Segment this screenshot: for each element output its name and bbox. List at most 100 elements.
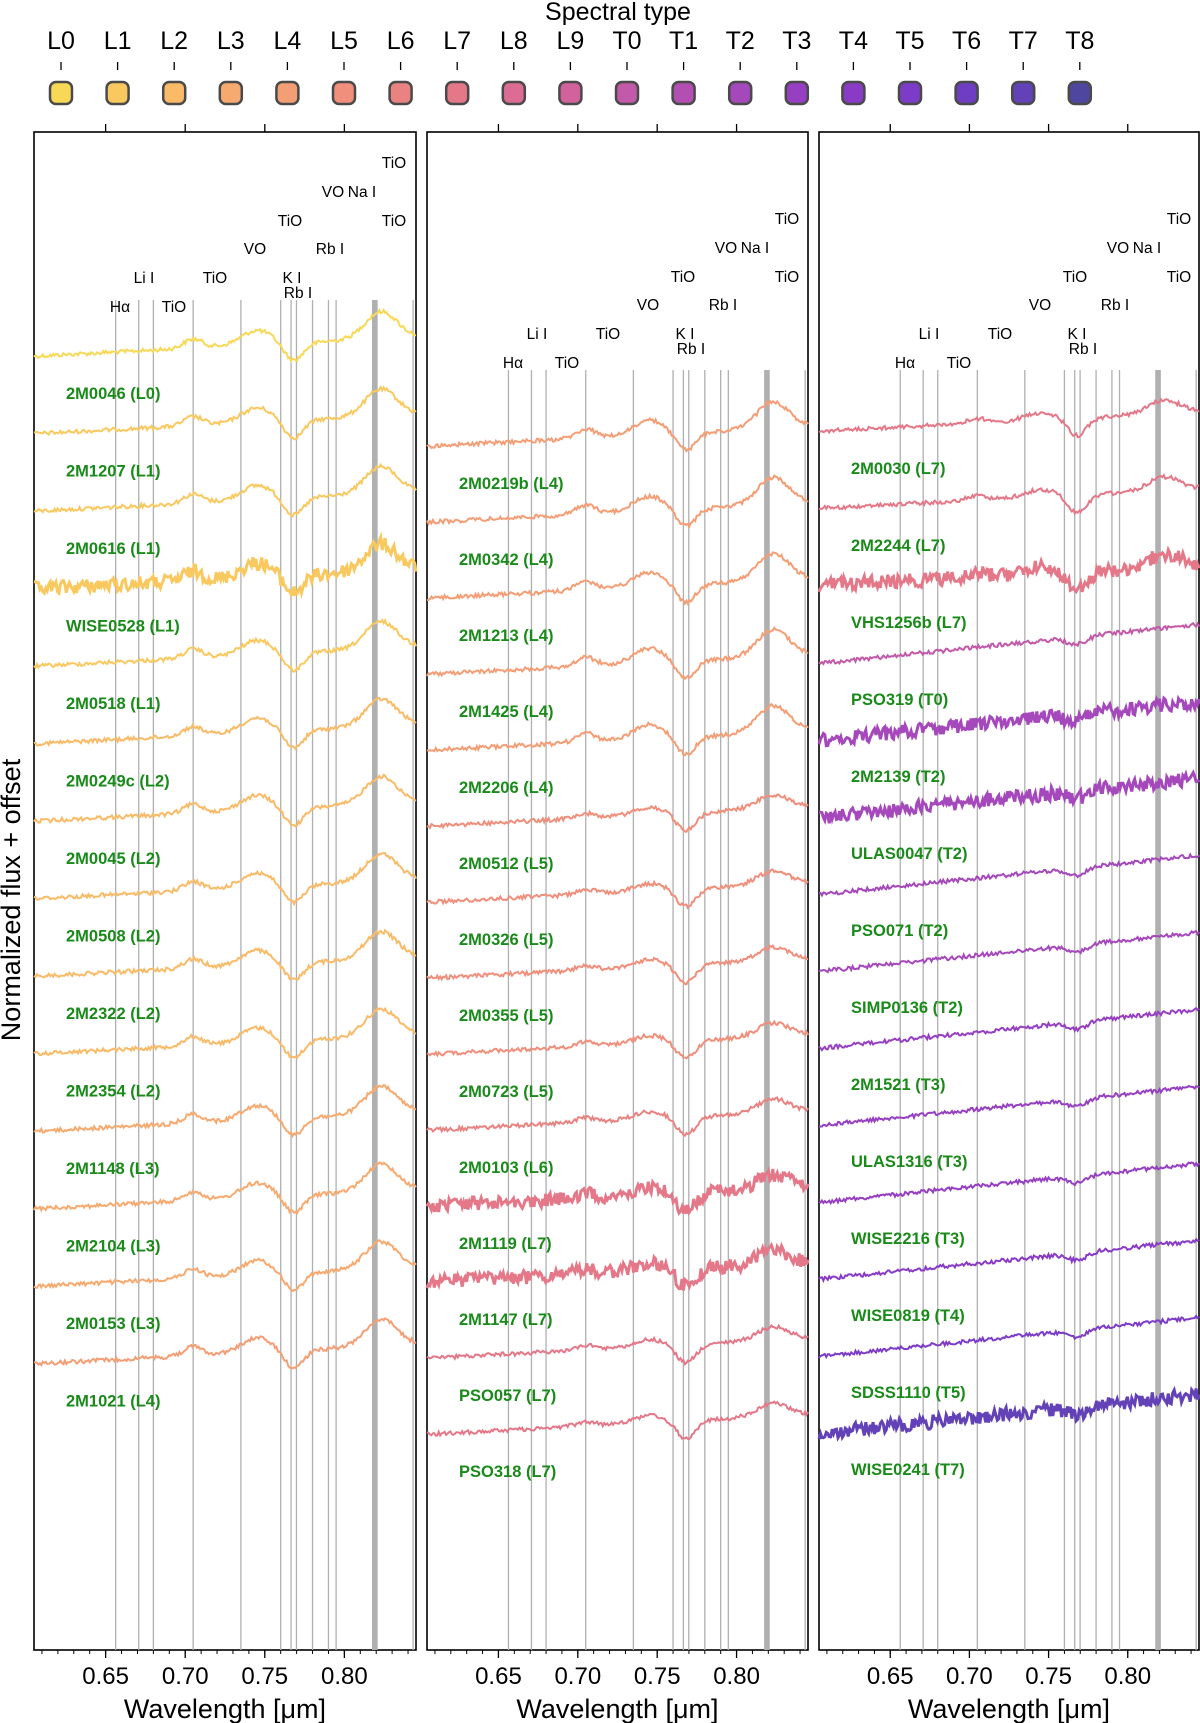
- spectrum-2m0326-l5: [426, 868, 809, 910]
- spectrum-label: 2M0249c (L2): [66, 773, 170, 791]
- feature-label: Na I: [348, 184, 376, 201]
- spectrum-ulas0047-t2: [818, 769, 1200, 826]
- spectrum-2m0342-l4: [426, 474, 809, 529]
- feature-label: TiO: [382, 155, 406, 172]
- feature-label: Li I: [527, 326, 548, 343]
- spectrum-2m1119-l7: [425, 1166, 810, 1217]
- spectrum-label: 2M2322 (L2): [66, 1005, 160, 1023]
- spectral-type-marker: [1067, 80, 1093, 106]
- spectral-type-label: T4: [839, 27, 868, 55]
- spectrum-label: 2M0616 (L1): [66, 540, 160, 558]
- x-tick-label: 0.75: [241, 1663, 288, 1690]
- spectral-type-marker: [161, 80, 187, 106]
- feature-label: K I: [1068, 326, 1087, 343]
- spectral-type-label: T7: [1009, 27, 1038, 55]
- spectral-type-marker: [841, 80, 866, 106]
- x-tick-label: 0.65: [475, 1663, 522, 1690]
- spectrum-2m0512-l5: [426, 793, 809, 833]
- spectrum-2m1521-t3: [818, 1006, 1200, 1052]
- feature-label: Rb I: [1101, 297, 1129, 314]
- spectrum-label: SIMP0136 (T2): [851, 999, 963, 1017]
- spectral-type-marker: [331, 80, 357, 106]
- spectrum-wise0819-t4: [818, 1237, 1200, 1284]
- spectrum-2m1425-l4: [426, 626, 809, 681]
- spectrum-label: ULAS0047 (T2): [851, 845, 967, 863]
- x-tick-label: 0.80: [713, 1663, 760, 1690]
- spectrum-label: 2M0045 (L2): [66, 850, 160, 868]
- feature-label: TiO: [278, 213, 302, 230]
- feature-label: TiO: [947, 355, 971, 372]
- spectrum-label: VHS1256b (L7): [851, 614, 967, 632]
- x-axis-label: Wavelength [μm]: [124, 1694, 326, 1723]
- spectrum-2m0045-l2: [33, 773, 417, 828]
- spectrum-wise0241-t7: [817, 1385, 1200, 1442]
- feature-label: Na I: [741, 240, 769, 257]
- feature-label: Rb I: [316, 241, 344, 258]
- spectrum-label: 2M0508 (L2): [66, 928, 160, 946]
- spectrum-label: 2M1119 (L7): [459, 1235, 552, 1253]
- spectrum-label: 2M0342 (L4): [459, 551, 553, 569]
- x-tick-label: 0.70: [162, 1663, 209, 1690]
- spectrum-2m0103-l6: [426, 1096, 809, 1138]
- spectrum-label: 2M0512 (L5): [459, 855, 553, 873]
- spectral-type-label: T2: [726, 27, 755, 55]
- spectrum-label: 2M0326 (L5): [459, 931, 553, 949]
- x-tick-label: 0.70: [946, 1663, 993, 1690]
- feature-label: TiO: [382, 213, 406, 230]
- spectrum-label: 2M2354 (L2): [66, 1083, 160, 1101]
- feature-label: VO: [1029, 297, 1051, 314]
- spectrum-2m1148-l3: [33, 1083, 417, 1139]
- plot-frame: [426, 131, 809, 1651]
- spectrum-label: WISE2216 (T3): [851, 1230, 965, 1248]
- spectral-type-label: T3: [782, 27, 811, 55]
- x-tick-label: 0.80: [1104, 1663, 1151, 1690]
- x-tick-label: 0.70: [554, 1663, 601, 1690]
- spectrum-2m0219b-l4: [426, 399, 809, 453]
- feature-label: VO: [244, 241, 266, 258]
- spectrum-ulas1316-t3: [818, 1084, 1200, 1128]
- colorbar: L0 L1 L2 L3 L4 L5 L6 L7 L8 L9 T0 T1 T2 T3 T4 T5 T6 T7 T8: [47, 27, 1094, 106]
- feature-label: VO: [322, 184, 344, 201]
- spectrum-label: PSO319 (T0): [851, 691, 948, 709]
- spectrum-pso319-t0: [818, 621, 1200, 666]
- x-tick-label: 0.80: [321, 1663, 368, 1690]
- feature-label: VO: [637, 297, 659, 314]
- plot-frame: [818, 131, 1200, 1651]
- spectrum-label: 2M2104 (L3): [66, 1238, 160, 1256]
- spectral-type-marker: [48, 80, 74, 106]
- spectrum-label: WISE0241 (T7): [851, 1461, 965, 1479]
- feature-label: TiO: [988, 326, 1012, 343]
- spectrum-label: 2M0153 (L3): [66, 1315, 160, 1333]
- spectrum-2m0249c-l2: [33, 696, 417, 751]
- spectrum-label: 2M1021 (L4): [66, 1393, 160, 1411]
- feature-label: TiO: [1167, 269, 1191, 286]
- spectrum-2m1207-l1: [33, 384, 417, 441]
- spectrum-label: 2M2244 (L7): [851, 537, 945, 555]
- spectrum-label: 2M0518 (L1): [66, 695, 160, 713]
- spectrum-2m0355-l5: [426, 944, 809, 986]
- x-tick-label: 0.65: [867, 1663, 914, 1690]
- spectrum-label: SDSS1110 (T5): [851, 1384, 966, 1402]
- spectral-type-marker: [614, 80, 640, 106]
- spectral-type-label: L4: [273, 27, 301, 55]
- spectrum-label: 2M1147 (L7): [459, 1311, 553, 1329]
- y-axis-label: Normalized flux + offset: [0, 758, 26, 1041]
- spectrum-label: 2M2206 (L4): [459, 779, 553, 797]
- spectral-type-label: L3: [217, 27, 245, 55]
- spectral-type-marker: [954, 80, 979, 106]
- spectrum-pso057-l7: [426, 1323, 809, 1366]
- spectral-type-label: L5: [330, 27, 358, 55]
- spectral-type-marker: [388, 80, 413, 106]
- spectrum-label: 2M1213 (L4): [459, 627, 553, 645]
- spectrum-label: PSO071 (T2): [851, 922, 948, 940]
- spectrum-label: PSO318 (L7): [459, 1463, 556, 1481]
- spectral-type-marker: [501, 80, 527, 106]
- spectrum-label: 2M2139 (T2): [851, 768, 945, 786]
- spectrum-2m0616-l1: [33, 462, 417, 518]
- plot-frame: [33, 131, 417, 1651]
- spectral-type-label: T6: [952, 27, 981, 55]
- spectral-type-marker: [1010, 80, 1036, 106]
